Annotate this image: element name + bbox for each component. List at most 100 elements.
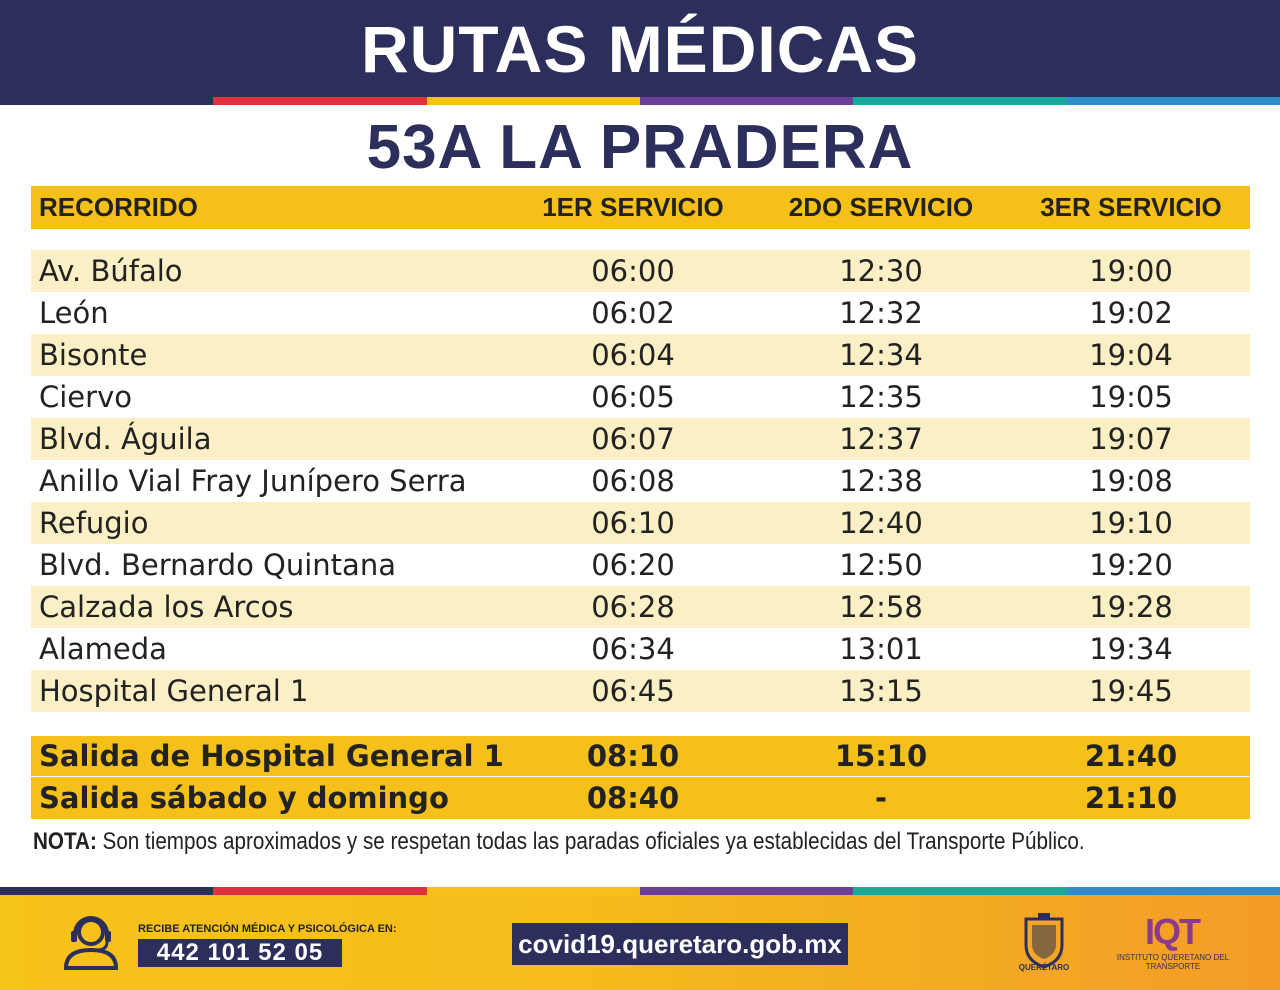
footer-bar: RECIBE ATENCIÓN MÉDICA Y PSICOLÓGICA EN:… <box>0 895 1280 990</box>
stripe-segment <box>639 887 854 895</box>
column-header-service-2: 2DO SERVICIO <box>788 192 974 222</box>
service-time-1: 06:02 <box>591 296 675 330</box>
service-time-3: 19:20 <box>1089 548 1173 582</box>
service-time-2: 13:01 <box>839 632 923 666</box>
service-time-2: 12:50 <box>839 548 923 582</box>
table-row: Anillo Vial Fray Junípero Serra 06:08 12:3… <box>31 460 1250 502</box>
service-time-3: 19:07 <box>1089 422 1173 456</box>
service-time-2: 12:40 <box>839 506 923 540</box>
departure-table: Salida de Hospital General 1 08:10 15:10 21… <box>31 736 1250 819</box>
headset-agent-icon <box>63 916 119 970</box>
service-time-1: 06:28 <box>591 590 675 624</box>
stripe-segment <box>853 97 1067 105</box>
call-label: RECIBE ATENCIÓN MÉDICA Y PSICOLÓGICA EN: <box>138 923 397 935</box>
table-row: Bisonte 06:04 12:34 19:04 <box>31 334 1250 376</box>
table-row: Hospital General 1 06:45 13:15 19:45 <box>31 670 1250 712</box>
table-row: Refugio 06:10 12:40 19:10 <box>31 502 1250 544</box>
departure-name: Salida sábado y domingo <box>39 781 449 815</box>
service-time-1: 08:40 <box>586 781 680 815</box>
stripe-segment <box>0 887 214 895</box>
column-header-service-3: 3ER SERVICIO <box>1040 192 1222 222</box>
service-time-1: 08:10 <box>586 739 680 773</box>
service-time-3: 21:40 <box>1084 739 1178 773</box>
stripe-segment <box>639 97 854 105</box>
table-row: Calzada los Arcos 06:28 12:58 19:28 <box>31 586 1250 628</box>
service-time-1: 06:04 <box>591 338 675 372</box>
stop-name: León <box>39 296 109 330</box>
stop-name: Hospital General 1 <box>39 674 309 708</box>
service-time-1: 06:34 <box>591 632 675 666</box>
stop-name: Bisonte <box>39 338 148 372</box>
header-banner: RUTAS MÉDICAS <box>0 0 1280 97</box>
table-row: Av. Búfalo 06:00 12:30 19:00 <box>31 250 1250 292</box>
iqt-name: INSTITUTO QUERETANO DEL TRANSPORTE <box>1116 953 1230 971</box>
stop-name: Ciervo <box>39 380 132 414</box>
service-time-3: 19:28 <box>1089 590 1173 624</box>
stripe-segment <box>426 887 640 895</box>
stop-name: Anillo Vial Fray Junípero Serra <box>39 464 467 498</box>
stripe-segment <box>853 887 1067 895</box>
table-row: Blvd. Bernardo Quintana 06:20 12:50 19:20 <box>31 544 1250 586</box>
departure-name: Salida de Hospital General 1 <box>39 739 504 773</box>
service-time-3: 19:08 <box>1089 464 1173 498</box>
service-time-1: 06:20 <box>591 548 675 582</box>
column-header-service-1: 1ER SERVICIO <box>542 192 724 222</box>
service-time-2: 12:35 <box>839 380 923 414</box>
service-time-3: 19:45 <box>1089 674 1173 708</box>
note-label: NOTA: <box>33 828 97 855</box>
service-time-3: 19:34 <box>1089 632 1173 666</box>
table-row: León 06:02 12:32 19:02 <box>31 292 1250 334</box>
stripe-segment <box>1066 887 1280 895</box>
service-time-3: 19:04 <box>1089 338 1173 372</box>
stop-name: Blvd. Águila <box>39 422 212 456</box>
stop-name: Av. Búfalo <box>39 254 183 288</box>
service-time-2: 15:10 <box>834 739 928 773</box>
schedule-table: Av. Búfalo 06:00 12:30 19:00 León 06:02 12:32 1… <box>31 250 1250 712</box>
stripe-segment <box>213 97 427 105</box>
service-time-1: 06:00 <box>591 254 675 288</box>
stop-name: Refugio <box>39 506 149 540</box>
service-time-1: 06:07 <box>591 422 675 456</box>
departure-row: Salida sábado y domingo 08:40 - 21:10 <box>31 777 1250 819</box>
service-time-2: 12:34 <box>839 338 923 372</box>
service-time-3: 19:10 <box>1089 506 1173 540</box>
phone-number[interactable]: 442 101 52 05 <box>138 939 342 967</box>
page-title: RUTAS MÉDICAS <box>360 11 920 86</box>
note: NOTA: Son tiempos aproximados y se respe… <box>33 828 1085 856</box>
color-stripe-top <box>0 97 1280 105</box>
stripe-segment <box>213 887 427 895</box>
column-header-route: RECORRIDO <box>39 192 198 222</box>
seal-label: QUERÉTARO <box>1018 963 1070 972</box>
service-time-3: 21:10 <box>1084 781 1178 815</box>
service-time-3: 19:02 <box>1089 296 1173 330</box>
service-time-2: 12:37 <box>839 422 923 456</box>
service-time-2: - <box>874 781 888 815</box>
service-time-1: 06:10 <box>591 506 675 540</box>
color-stripe-bottom <box>0 887 1280 895</box>
route-title: 53A LA PRADERA <box>366 113 914 182</box>
stop-name: Calzada los Arcos <box>39 590 294 624</box>
service-time-1: 06:08 <box>591 464 675 498</box>
stop-name: Blvd. Bernardo Quintana <box>39 548 396 582</box>
stripe-segment <box>426 97 640 105</box>
stripe-segment <box>1066 97 1280 105</box>
service-time-3: 19:00 <box>1089 254 1173 288</box>
service-time-2: 12:38 <box>839 464 923 498</box>
table-header: RECORRIDO 1ER SERVICIO 2DO SERVICIO 3ER … <box>31 186 1250 229</box>
queretaro-seal-icon <box>1024 913 1064 969</box>
note-text: Son tiempos aproximados y se respetan to… <box>96 828 1085 855</box>
service-time-2: 12:30 <box>839 254 923 288</box>
iqt-logo: IQT <box>1145 911 1201 952</box>
table-row: Ciervo 06:05 12:35 19:05 <box>31 376 1250 418</box>
service-time-2: 12:32 <box>839 296 923 330</box>
service-time-2: 13:15 <box>839 674 923 708</box>
service-time-2: 12:58 <box>839 590 923 624</box>
stripe-segment <box>0 97 214 105</box>
table-row: Blvd. Águila 06:07 12:37 19:07 <box>31 418 1250 460</box>
service-time-3: 19:05 <box>1089 380 1173 414</box>
table-row: Alameda 06:34 13:01 19:34 <box>31 628 1250 670</box>
website-link[interactable]: covid19.queretaro.gob.mx <box>512 923 848 965</box>
stop-name: Alameda <box>39 632 167 666</box>
service-time-1: 06:05 <box>591 380 675 414</box>
departure-row: Salida de Hospital General 1 08:10 15:10 21… <box>31 736 1250 776</box>
